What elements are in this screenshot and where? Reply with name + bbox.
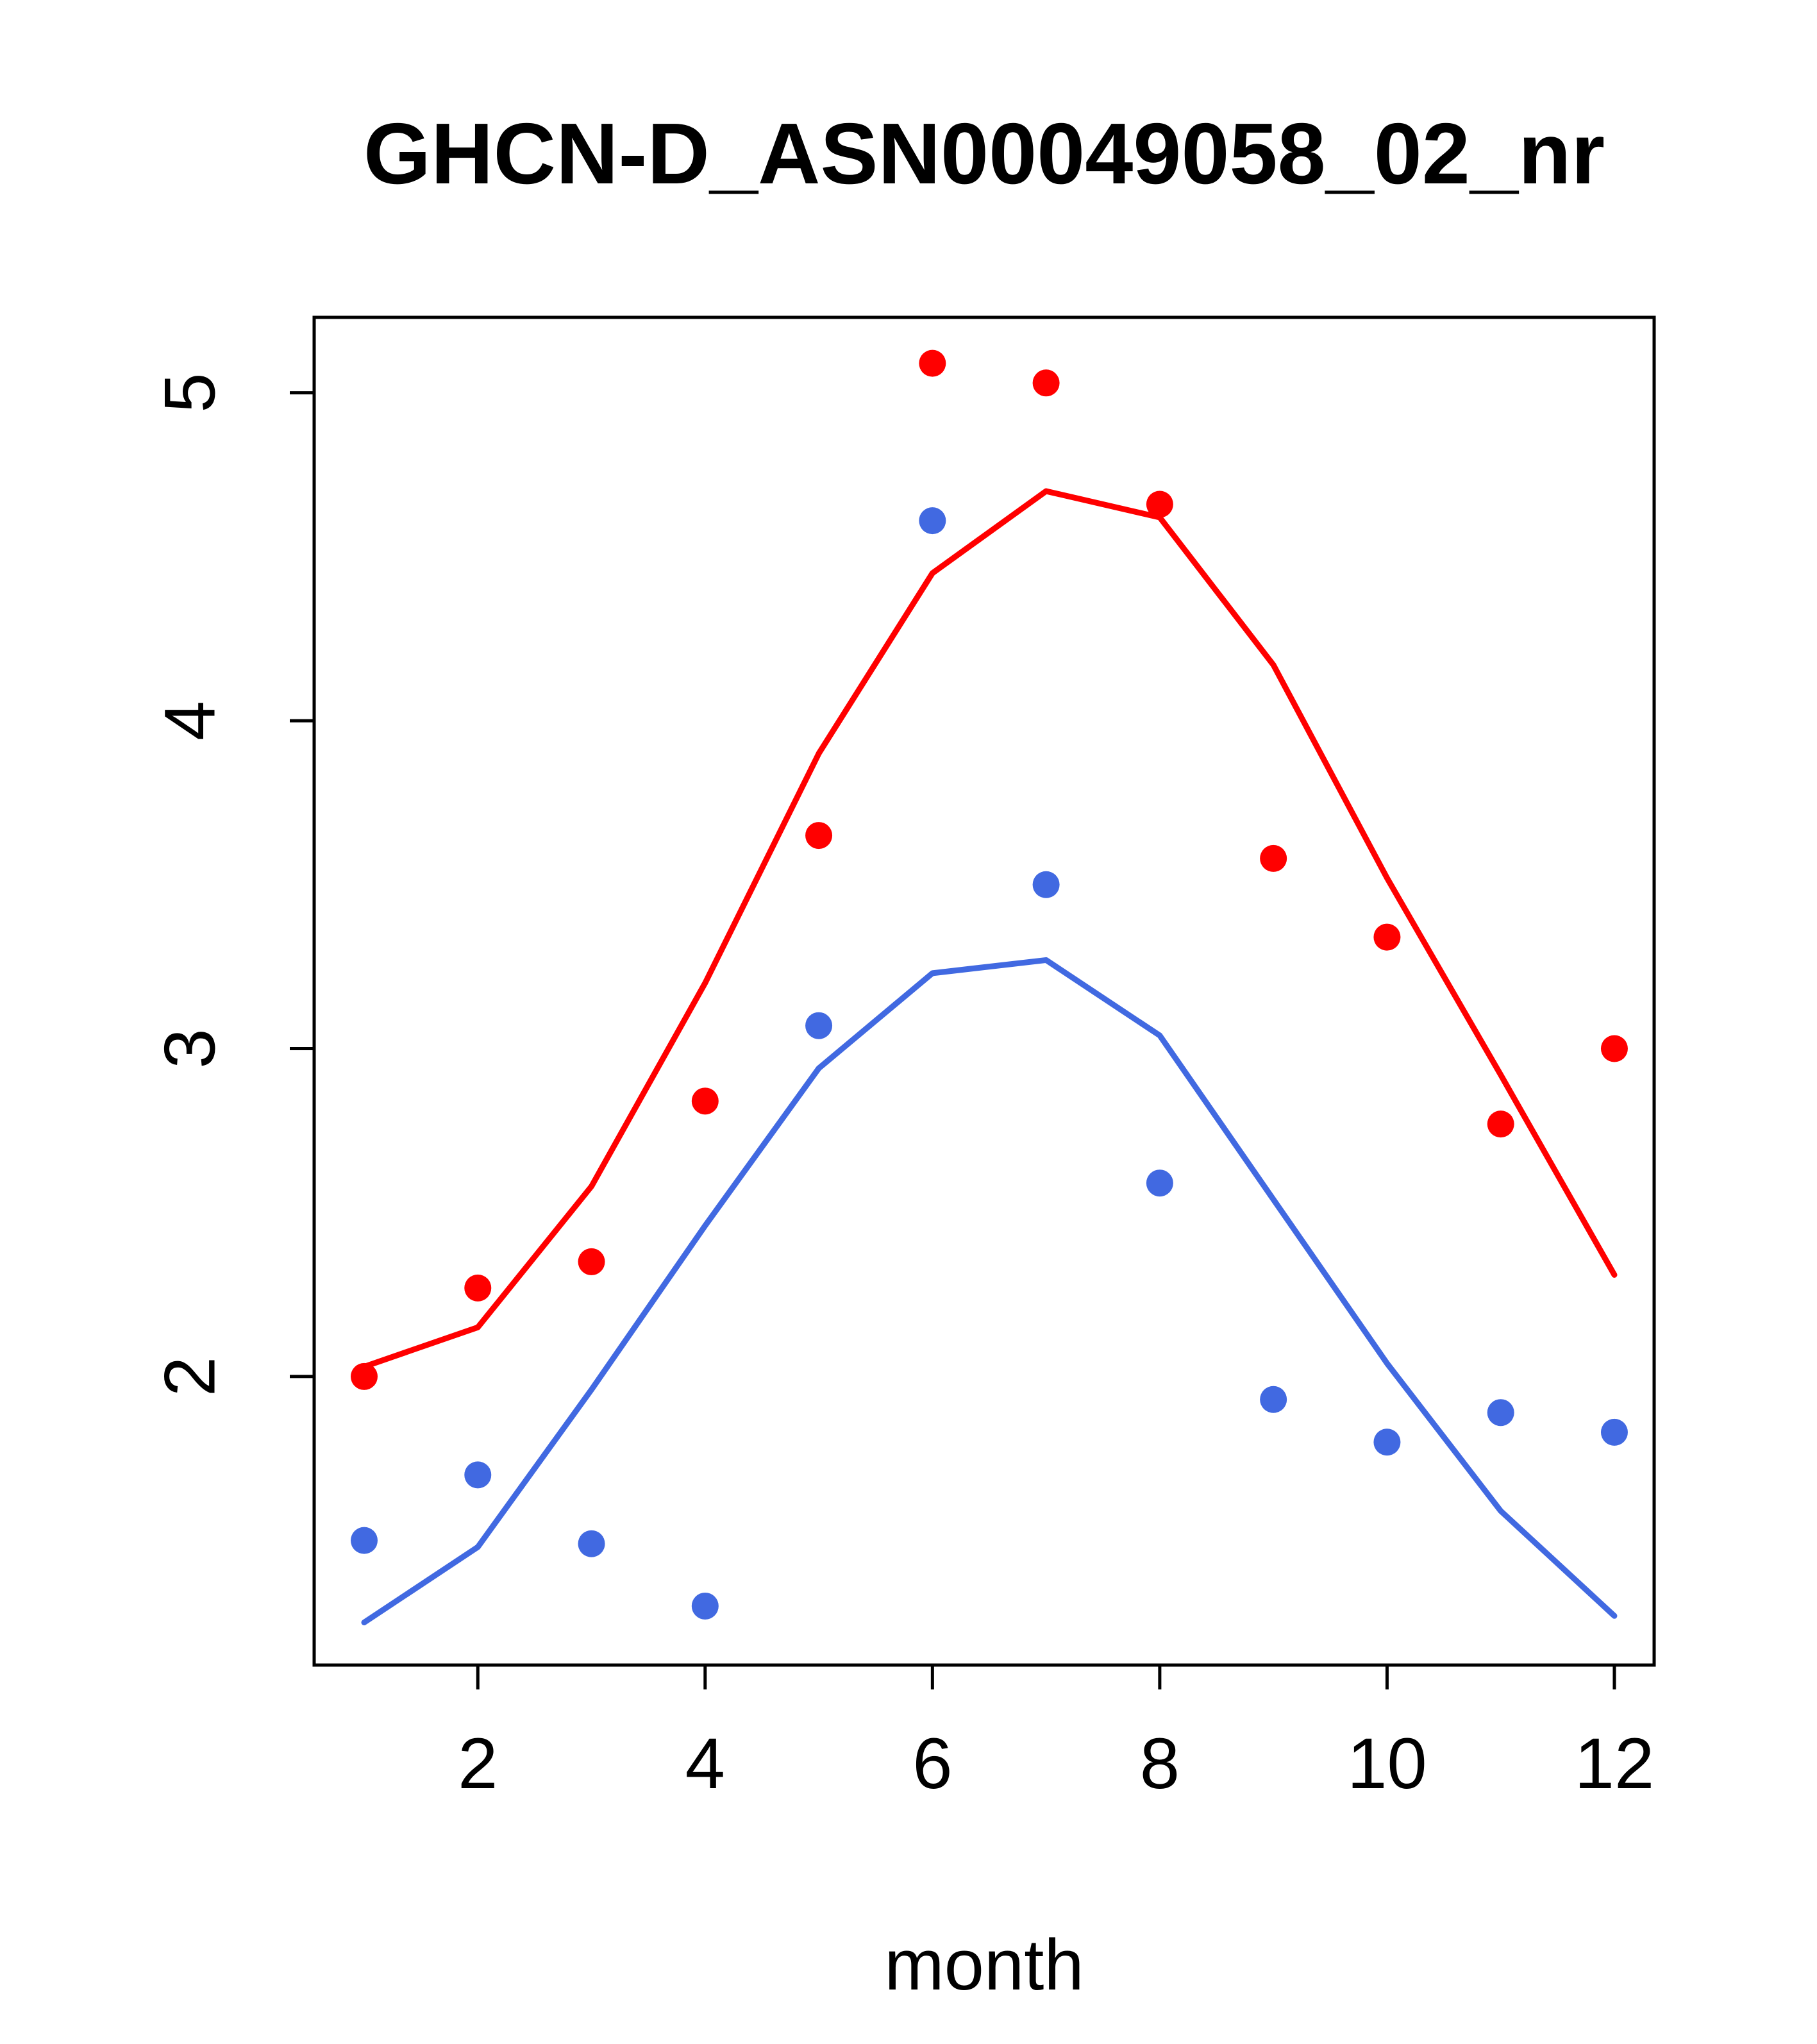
point-lower-points (464, 1461, 492, 1489)
x-axis-tick-label: 8 (1140, 1723, 1180, 1804)
point-lower-points (691, 1592, 719, 1620)
point-upper-points (464, 1274, 492, 1302)
point-upper-points (1600, 1035, 1628, 1062)
x-axis-label: month (884, 1925, 1084, 2005)
plot-border (312, 315, 1656, 1667)
point-upper-points (1032, 369, 1060, 397)
point-lower-points (1260, 1386, 1287, 1413)
x-axis-tick-label: 12 (1575, 1723, 1655, 1804)
point-upper-points (691, 1087, 719, 1115)
point-upper-points (919, 349, 946, 377)
point-lower-points (1487, 1399, 1514, 1427)
point-lower-points (1600, 1418, 1628, 1446)
chart-title: GHCN-D_ASN00049058_02_nr (363, 105, 1605, 202)
point-upper-points (350, 1362, 378, 1390)
point-lower-points (1032, 871, 1060, 898)
point-lower-points (578, 1530, 605, 1557)
point-lower-points (805, 1012, 833, 1039)
y-axis-tick-label: 4 (150, 701, 230, 741)
y-axis-tick-label: 5 (150, 373, 230, 412)
y-axis-tick-label: 2 (150, 1357, 230, 1396)
series-upper-line (361, 488, 1618, 1370)
y-axis-tick-label: 3 (150, 1028, 230, 1068)
x-axis-tick-label: 6 (912, 1723, 952, 1804)
x-axis-tick-label: 4 (685, 1723, 725, 1804)
point-upper-points (1373, 923, 1401, 951)
point-upper-points (1487, 1110, 1514, 1138)
series-lower-line (361, 957, 1618, 1626)
point-upper-points (1146, 490, 1173, 518)
point-upper-points (1260, 844, 1287, 872)
point-lower-points (1373, 1428, 1401, 1456)
point-lower-points (350, 1527, 378, 1554)
point-lower-points (1146, 1169, 1173, 1197)
x-axis-tick-label: 2 (458, 1723, 498, 1804)
point-lower-points (919, 507, 946, 535)
point-upper-points (805, 822, 833, 850)
x-axis-tick-label: 10 (1347, 1723, 1427, 1804)
point-upper-points (578, 1248, 605, 1275)
